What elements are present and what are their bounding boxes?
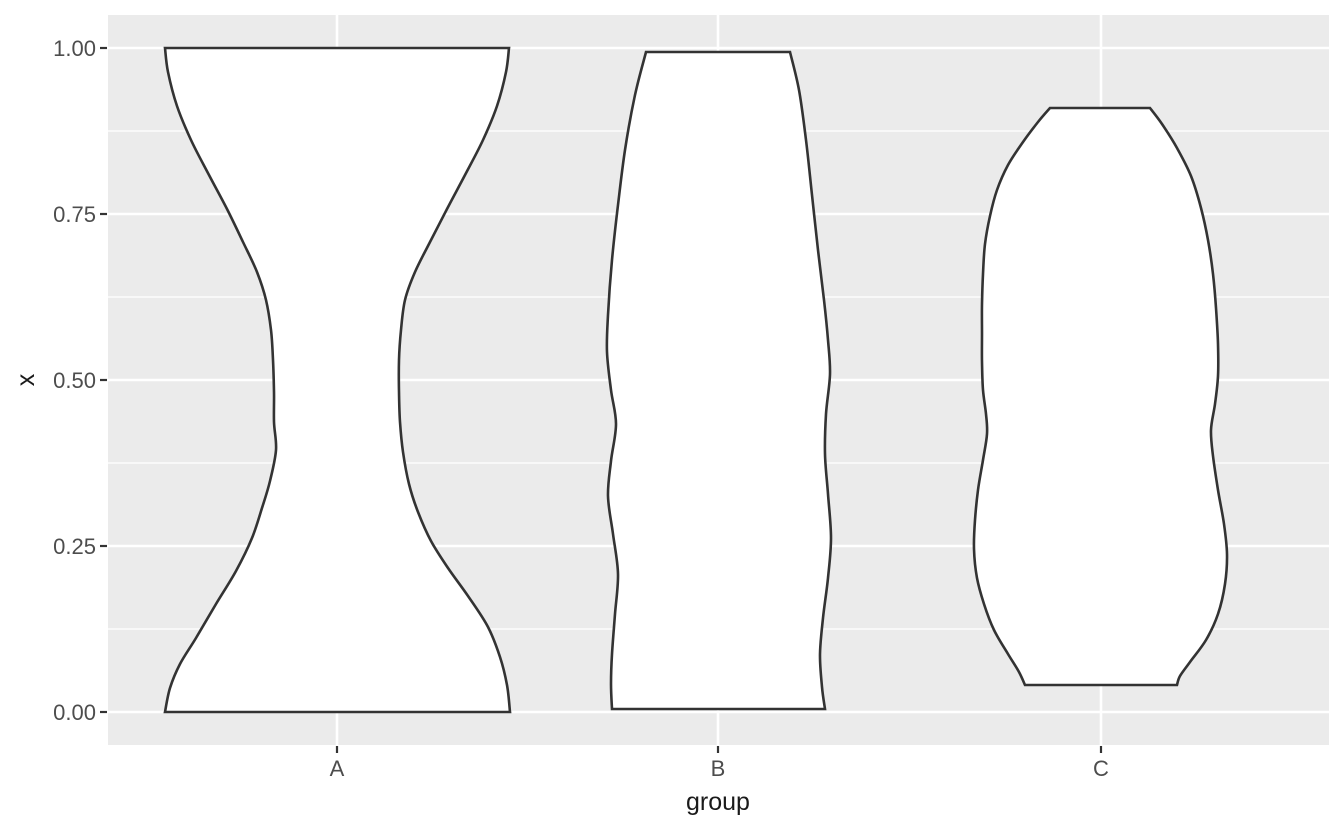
y-tick-label-0.25: 0.25 <box>53 534 96 559</box>
axis-tick-labels: 0.00 0.25 0.50 0.75 1.00 A B C <box>53 36 1109 781</box>
y-tick-label-0.50: 0.50 <box>53 368 96 393</box>
x-tick-label-C: C <box>1093 756 1109 781</box>
y-tick-label-0.75: 0.75 <box>53 202 96 227</box>
x-axis-title: group <box>686 788 750 816</box>
y-tick-label-0.00: 0.00 <box>53 700 96 725</box>
violin-A <box>163 46 512 714</box>
violin-C <box>972 106 1229 687</box>
violin-B <box>605 50 833 711</box>
y-axis-title: x <box>12 373 40 386</box>
violin-shapes <box>163 46 1229 714</box>
y-tick-label-1.00: 1.00 <box>53 36 96 61</box>
x-tick-label-A: A <box>330 756 345 781</box>
axis-tick-marks <box>100 46 1103 753</box>
x-tick-label-B: B <box>711 756 726 781</box>
